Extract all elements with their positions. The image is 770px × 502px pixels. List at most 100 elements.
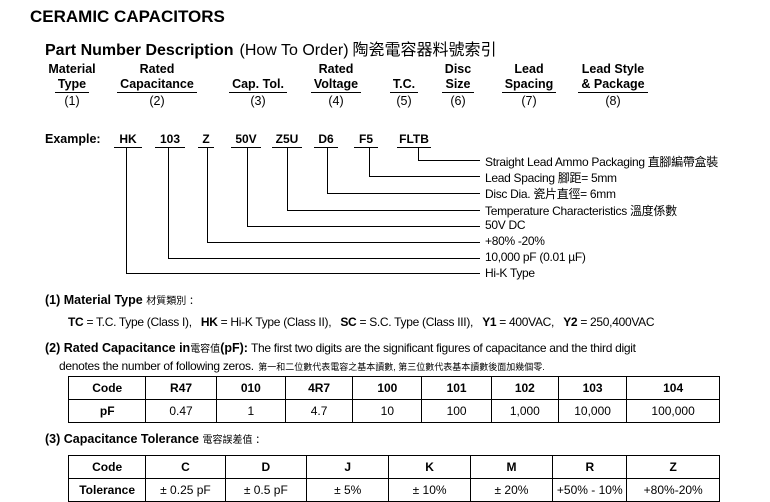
- table-cell: ± 10%: [388, 478, 471, 502]
- example-description: Disc Dia. 瓷片直徑= 6mm: [485, 187, 616, 202]
- example-description: Lead Spacing 腳距= 5mm: [485, 171, 617, 186]
- leader-line: [287, 148, 288, 210]
- table-cell: 0.47: [145, 399, 217, 423]
- table-cell: ± 0.25 pF: [145, 478, 226, 502]
- table-cell: R47: [145, 376, 217, 400]
- section-chinese: 電容值: [190, 344, 221, 355]
- column-line1: Rated: [139, 62, 175, 76]
- column-header: Rated Capacitance (2): [105, 62, 209, 109]
- example-code: Z: [198, 132, 214, 148]
- capacitance-table: Code R47 010 4R7 100 101 102 103 104 pF 0.47 1 4.7 10…: [67, 376, 720, 423]
- column-line1: Material: [48, 62, 96, 76]
- table-cell: K: [388, 455, 471, 479]
- section-title: (2) Rated Capacitance in: [45, 341, 191, 355]
- column-line2: & Package: [578, 77, 648, 93]
- table-cell: 4.7: [284, 399, 354, 423]
- example-code: FLTB: [397, 132, 431, 148]
- column-line2: Spacing: [501, 77, 557, 93]
- table-cell: +50% - 10%: [552, 478, 628, 502]
- column-header: Disc Size (6): [431, 62, 485, 109]
- table-cell: Tolerance: [67, 478, 147, 502]
- material-desc: = S.C. Type (Class III),: [356, 315, 474, 329]
- column-number: (6): [450, 94, 466, 108]
- column-header: Lead Spacing (7): [486, 62, 572, 109]
- material-desc: = 250,400VAC: [577, 315, 655, 329]
- leader-line: [287, 210, 480, 211]
- leader-line: [126, 148, 127, 273]
- table-cell: J: [305, 455, 390, 479]
- leader-line: [247, 226, 480, 227]
- example-label: Example:: [45, 132, 101, 146]
- subtitle-chinese: 陶瓷電容器料號索引: [352, 42, 497, 59]
- table-cell: 1,000: [490, 399, 559, 423]
- leader-line: [207, 242, 480, 243]
- leader-line: [126, 273, 480, 274]
- example-code: 50V: [231, 132, 261, 148]
- table-cell: 100: [352, 376, 423, 400]
- section-chinese: 電容誤差值 ：: [202, 435, 266, 446]
- column-header: Lead Style & Package (8): [563, 62, 663, 109]
- table-cell: 10: [352, 399, 423, 423]
- leader-line: [327, 148, 328, 193]
- column-line1: Lead: [514, 62, 544, 76]
- column-number: (4): [328, 94, 344, 108]
- table-cell: ± 5%: [305, 478, 390, 502]
- column-line1: [377, 62, 431, 77]
- column-header: Rated Voltage (4): [292, 62, 380, 109]
- table-cell: 100,000: [626, 399, 720, 423]
- table-cell: 010: [215, 376, 286, 400]
- section-unit: (pF):: [220, 341, 248, 355]
- material-code: Y2: [563, 315, 578, 329]
- example-code: 103: [155, 132, 185, 148]
- table-cell: 103: [557, 376, 628, 400]
- example-code: Z5U: [272, 132, 302, 148]
- table-cell: R: [552, 455, 628, 479]
- column-number: (7): [521, 94, 537, 108]
- column-header: T.C. (5): [377, 62, 431, 109]
- column-line1: [215, 62, 301, 77]
- section-capacitance-tolerance: (3) Capacitance Tolerance 電容誤差值 ：: [45, 431, 265, 446]
- column-number: (3): [250, 94, 266, 108]
- table-cell: Code: [67, 455, 147, 479]
- table-cell: M: [469, 455, 554, 479]
- material-code: Y1: [482, 315, 497, 329]
- table-cell: C: [145, 455, 226, 479]
- leader-line: [168, 258, 480, 259]
- column-line2: Type: [54, 77, 90, 93]
- material-code: HK: [200, 315, 218, 329]
- example-description: 50V DC: [485, 217, 526, 232]
- column-line2: T.C.: [389, 77, 419, 93]
- table-header-row: Code C D J K M R Z: [67, 455, 720, 479]
- section-chinese: 材質類別 ：: [146, 296, 199, 307]
- material-type-list: TC = T.C. Type (Class I), HK = Hi-K Type…: [68, 315, 660, 329]
- column-number: (1): [64, 94, 80, 108]
- column-number: (8): [605, 94, 621, 108]
- table-cell: 102: [490, 376, 559, 400]
- example-code: F5: [354, 132, 378, 148]
- table-cell: 10,000: [557, 399, 628, 423]
- table-cell: Code: [67, 376, 147, 400]
- column-line2: Size: [442, 77, 474, 93]
- material-desc: = T.C. Type (Class I),: [83, 315, 192, 329]
- table-cell: 100: [421, 399, 492, 423]
- column-line1: Disc: [444, 62, 472, 76]
- example-code: HK: [114, 132, 142, 148]
- leader-line: [369, 148, 370, 176]
- table-cell: 104: [626, 376, 720, 400]
- column-line2: Voltage: [310, 77, 362, 93]
- section-title: (1) Material Type: [45, 293, 143, 307]
- leader-line: [247, 148, 248, 226]
- leader-line: [207, 148, 208, 242]
- column-header: Cap. Tol. (3): [215, 62, 301, 109]
- material-desc: = Hi-K Type (Class II),: [217, 315, 332, 329]
- table-row: Tolerance ± 0.25 pF ± 0.5 pF ± 5% ± 10% ± 20%…: [67, 478, 720, 502]
- material-code: TC: [68, 315, 84, 329]
- section-chinese: 第一和二位數代表電容之基本讀數, 第三位數代表基本讀數後面加幾個零.: [258, 362, 545, 372]
- example-code: D6: [314, 132, 338, 148]
- tolerance-table: Code C D J K M R Z Tolerance ± 0.25 pF ± 0.5 pF ± 5…: [67, 455, 720, 502]
- section-title: (3) Capacitance Tolerance: [45, 432, 199, 446]
- example-description: 10,000 pF (0.01 µF): [485, 250, 586, 265]
- leader-line: [418, 160, 480, 161]
- table-cell: +80%-20%: [626, 478, 720, 502]
- table-cell: 1: [215, 399, 286, 423]
